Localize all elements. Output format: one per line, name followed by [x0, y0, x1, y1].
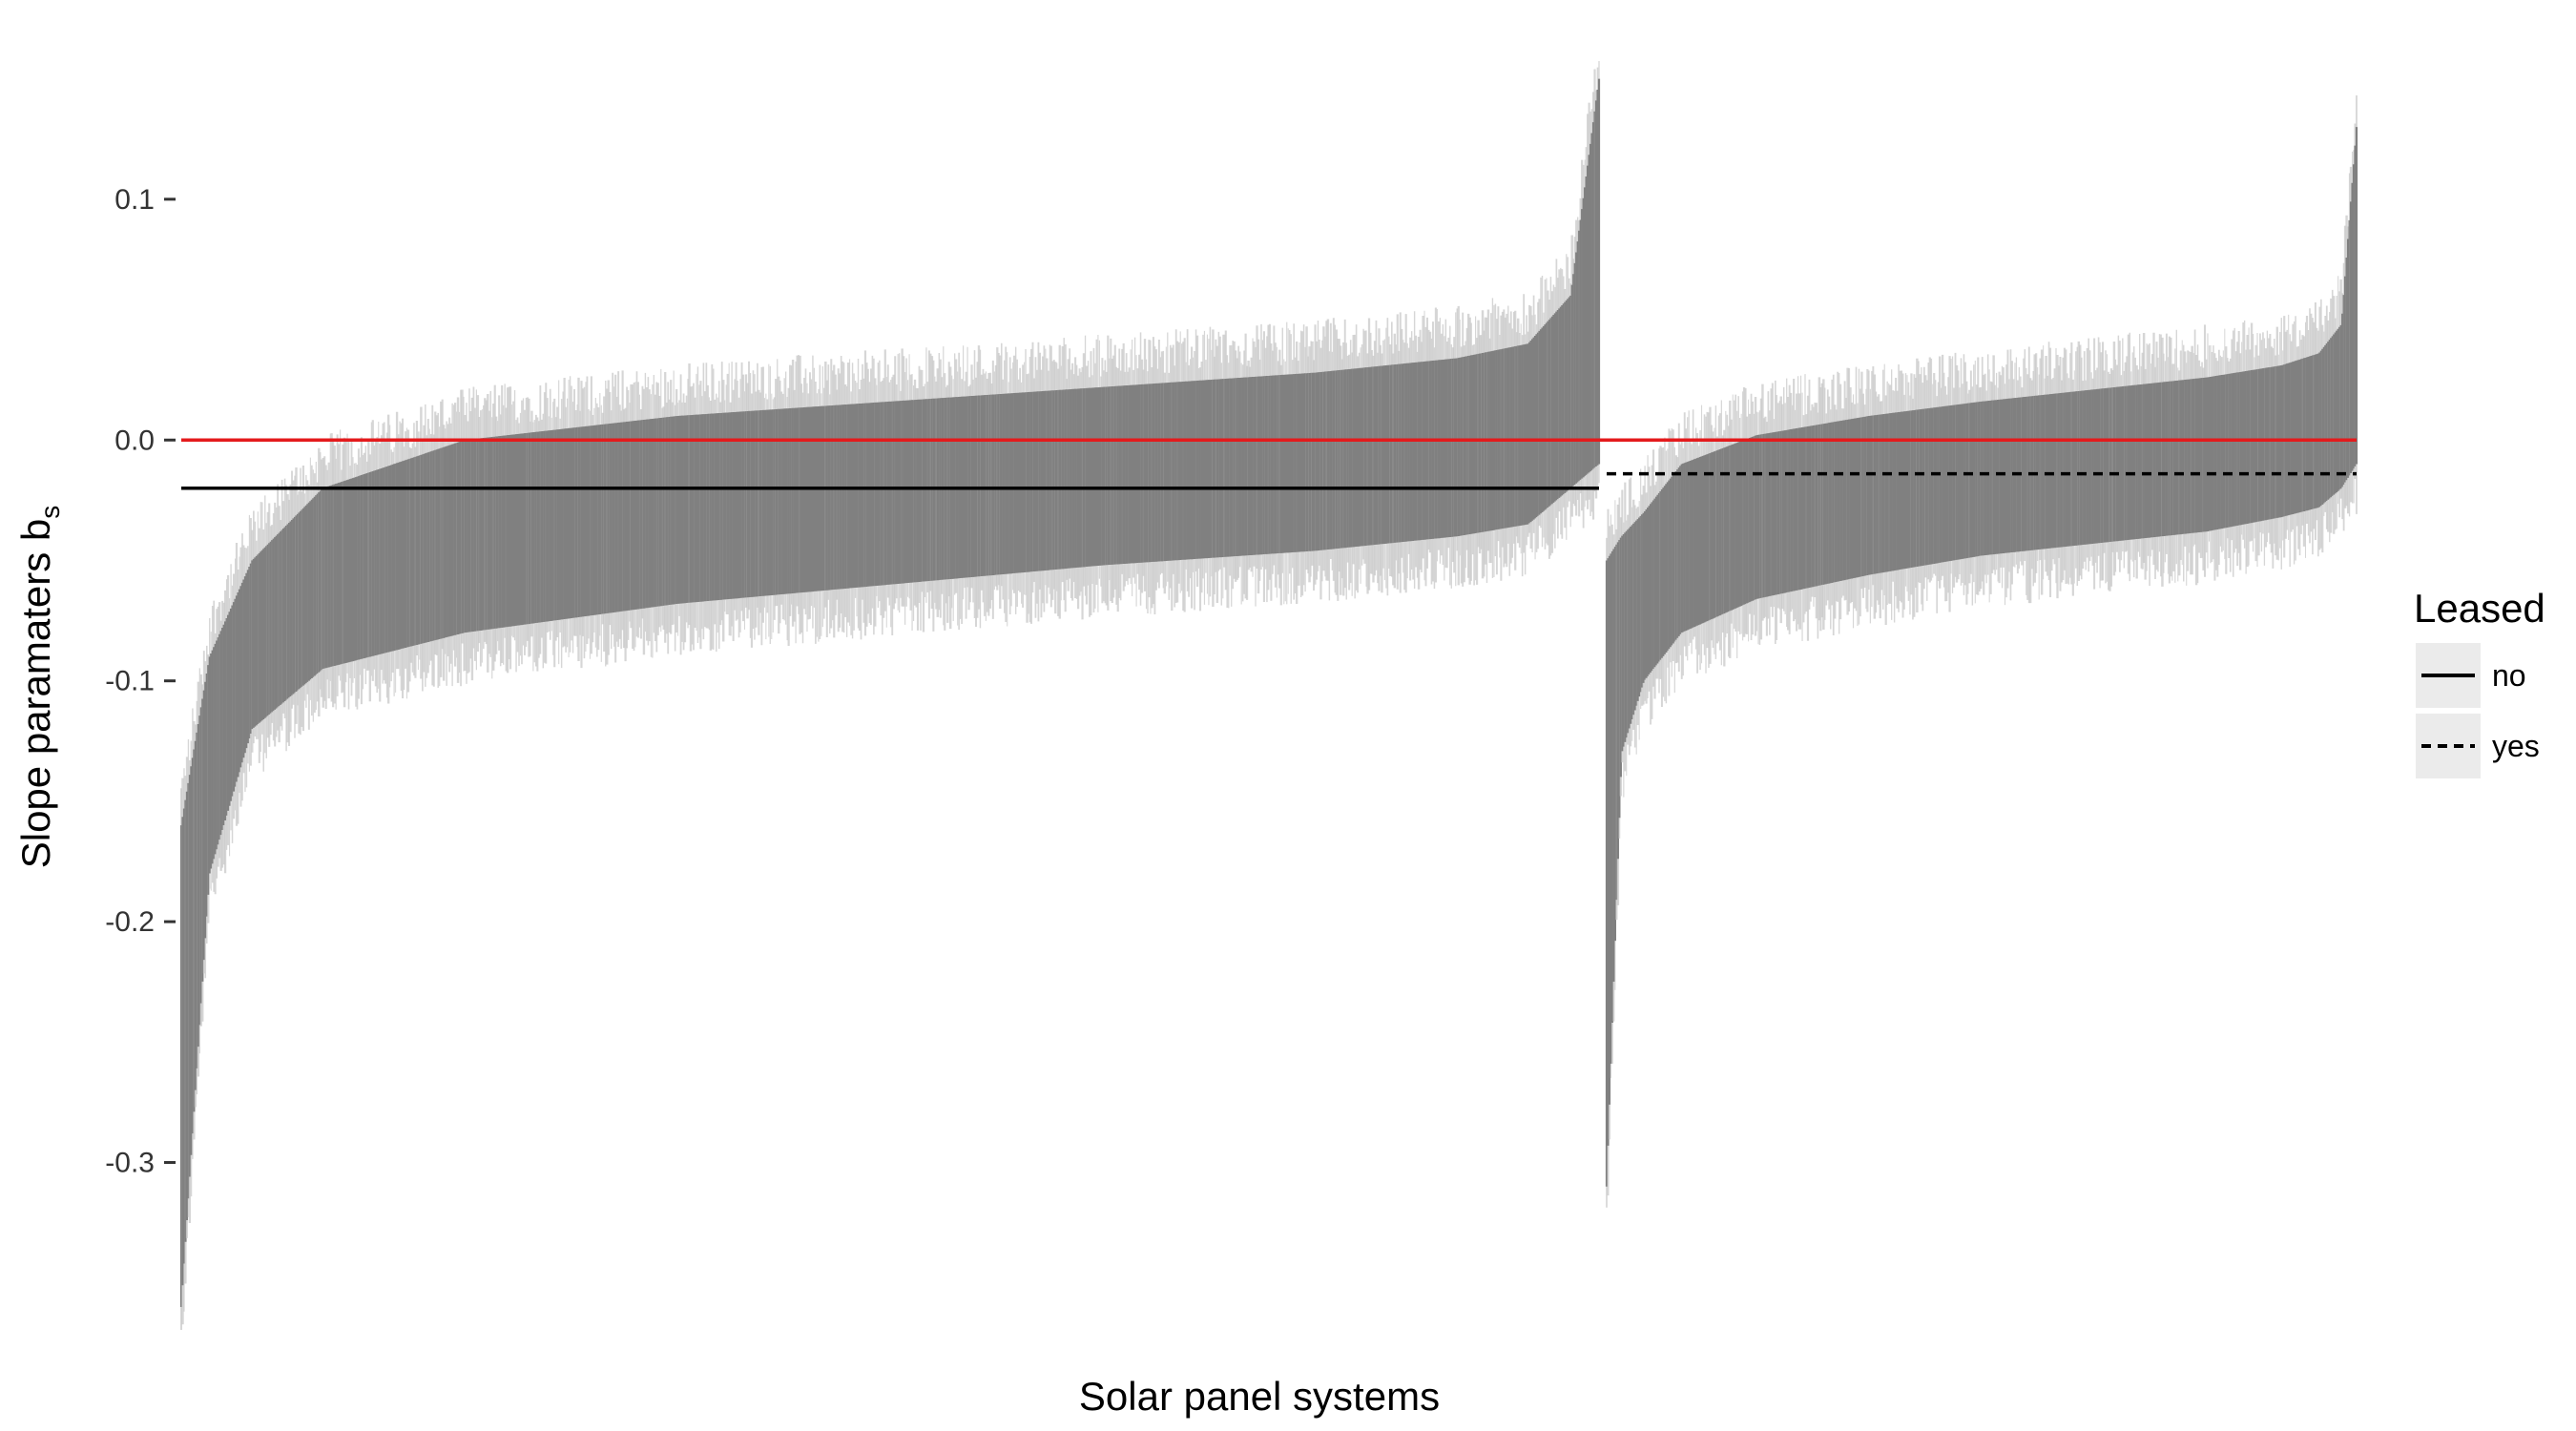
- reference-lines-layer: [181, 438, 2357, 490]
- errorbar-layer: [179, 61, 2358, 1330]
- legend-label-yes: yes: [2492, 729, 2540, 763]
- y-axis: 0.1 0.0 -0.1 -0.2 -0.3: [105, 184, 176, 1179]
- y-axis-title: Slope paramaters bs: [13, 506, 65, 869]
- errorbar-group-no: [179, 61, 1601, 1330]
- y-tick-label: 0.1: [114, 184, 155, 216]
- y-tick-label: -0.1: [105, 666, 155, 697]
- y-tick-label: 0.0: [114, 425, 155, 456]
- legend-title: Leased: [2414, 586, 2545, 631]
- y-tick-label: -0.2: [105, 906, 155, 938]
- errorbar-group-yes: [1605, 94, 2358, 1208]
- y-axis-title-main: Slope paramaters b: [13, 519, 58, 869]
- x-axis-title: Solar panel systems: [1079, 1374, 1440, 1419]
- legend: Leased no yes: [2414, 586, 2545, 778]
- legend-label-no: no: [2492, 658, 2526, 693]
- y-axis-title-subscript: s: [35, 506, 65, 519]
- y-tick-label: -0.3: [105, 1148, 155, 1179]
